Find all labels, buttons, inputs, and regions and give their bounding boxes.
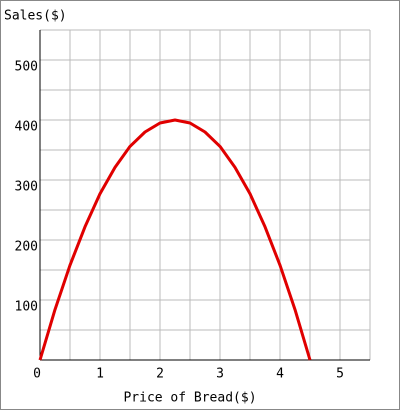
y-tick-label: 400 [15,120,38,135]
y-axis-label: Sales($) [4,9,67,24]
x-tick-label: 0 [33,367,41,382]
x-tick-label: 4 [276,367,284,382]
x-tick-label: 5 [336,367,344,382]
sales-line [38,118,312,361]
y-tick-label: 300 [15,180,38,195]
x-tick-label: 2 [156,367,164,382]
y-tick-label: 500 [15,60,38,75]
x-tick-label: 1 [96,367,104,382]
x-tick-label: 3 [216,367,224,382]
y-tick-label: 100 [15,300,38,315]
y-tick-label: 200 [15,240,38,255]
x-axis-label: Price of Bread($) [123,391,256,406]
